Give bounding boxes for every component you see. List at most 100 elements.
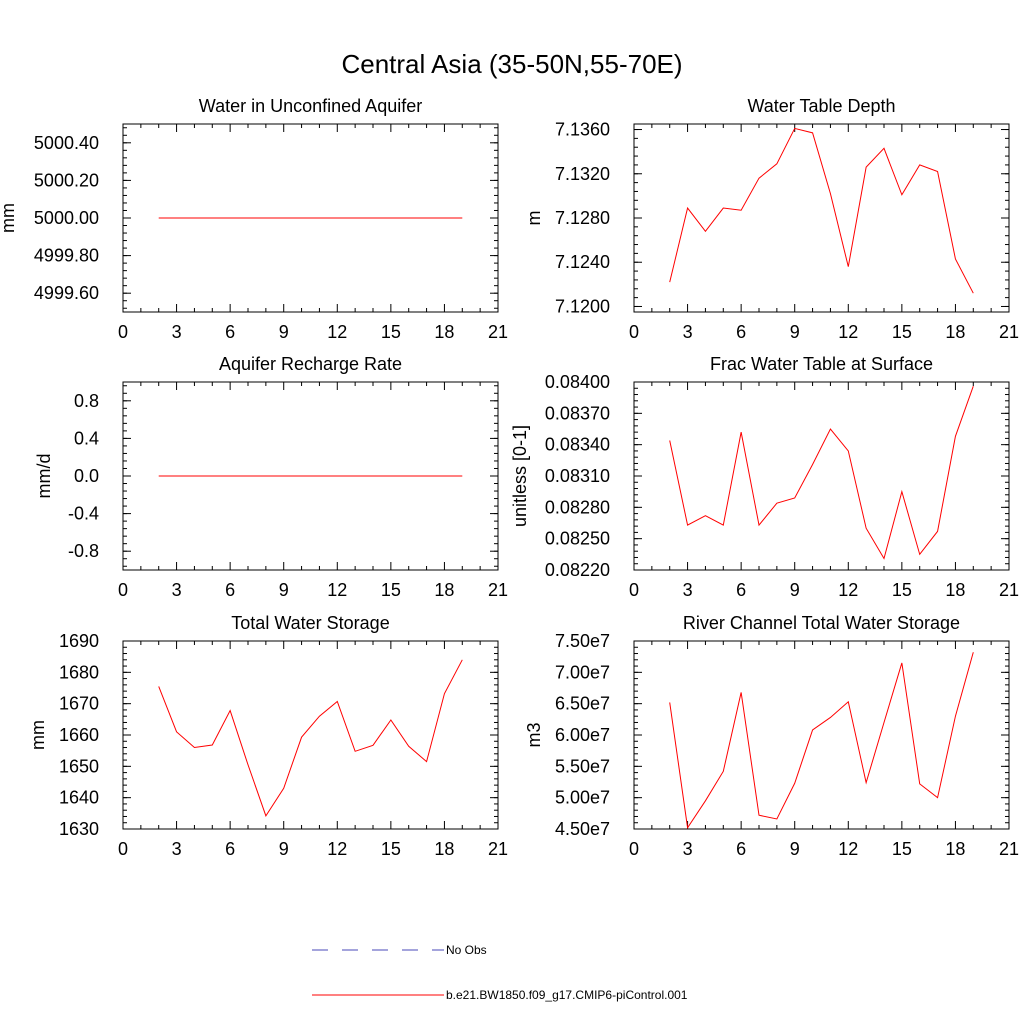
y-axis-label: m	[524, 211, 544, 226]
y-tick-label: 7.50e7	[555, 631, 610, 651]
chart-panel-1: Water in Unconfined Aquifer mm 0 3 6 9 12 15 18 2…	[0, 96, 508, 342]
y-tick-label: 7.1360	[555, 120, 610, 140]
x-tick-label: 15	[381, 322, 401, 342]
x-tick-label: 12	[327, 322, 347, 342]
chart-panel-6: River Channel Total Water Storage m3 0 3 6 9 1…	[524, 613, 1019, 859]
x-tick-label: 6	[736, 322, 746, 342]
x-tick-label: 21	[999, 580, 1019, 600]
x-tick-label: 3	[683, 322, 693, 342]
x-tick-label: 15	[892, 839, 912, 859]
y-axis-label: unitless [0-1]	[510, 425, 530, 527]
y-axis-label: mm/d	[34, 454, 54, 499]
y-tick-label: 0.08310	[545, 466, 610, 486]
plot-frame	[633, 640, 1010, 830]
y-tick-label: 4999.80	[34, 246, 99, 266]
x-tick-label: 21	[488, 839, 508, 859]
y-axis-label: mm	[0, 203, 18, 233]
legend-obs-label: No Obs	[446, 943, 487, 957]
plot-frame	[122, 640, 499, 830]
x-tick-label: 21	[488, 322, 508, 342]
x-tick-label: 12	[838, 839, 858, 859]
plot-frame	[633, 123, 1010, 313]
legend: No Obs b.e21.BW1850.f09_g17.CMIP6-piCont…	[312, 943, 688, 1002]
y-axis-label: mm	[28, 720, 48, 750]
x-tick-label: 21	[999, 322, 1019, 342]
x-tick-label: 3	[683, 580, 693, 600]
figure-title: Central Asia (35-50N,55-70E)	[341, 49, 682, 79]
y-tick-label: 1640	[59, 788, 99, 808]
x-tick-label: 18	[434, 322, 454, 342]
x-tick-label: 3	[683, 839, 693, 859]
x-tick-label: 18	[945, 839, 965, 859]
chart-panel-5: Total Water Storage mm 0 3 6 9 12 15 18 21 1630 164…	[28, 613, 508, 859]
x-tick-label: 9	[279, 322, 289, 342]
y-tick-label: 0.08280	[545, 497, 610, 517]
y-tick-label: 5.50e7	[555, 756, 610, 776]
x-tick-label: 18	[945, 322, 965, 342]
y-tick-label: -0.4	[68, 504, 99, 524]
x-tick-label: 6	[225, 580, 235, 600]
panel-title: Water Table Depth	[747, 96, 895, 116]
panel-title: Frac Water Table at Surface	[710, 354, 933, 374]
x-tick-label: 9	[790, 839, 800, 859]
panels: Water in Unconfined Aquifer mm 0 3 6 9 12 15 18 2…	[0, 96, 1019, 859]
y-tick-label: 7.1320	[555, 164, 610, 184]
y-tick-label: 1670	[59, 694, 99, 714]
plot-frame	[633, 381, 1010, 571]
y-tick-label: 4999.60	[34, 283, 99, 303]
y-tick-label: 7.1200	[555, 296, 610, 316]
x-tick-label: 21	[999, 839, 1019, 859]
x-tick-label: 15	[381, 580, 401, 600]
y-tick-label: 6.50e7	[555, 694, 610, 714]
series-line-1	[669, 652, 974, 830]
series-line-1	[158, 659, 463, 817]
x-tick-label: 18	[434, 839, 454, 859]
x-tick-label: 18	[434, 580, 454, 600]
y-tick-label: 5000.00	[34, 208, 99, 228]
x-tick-label: 3	[172, 580, 182, 600]
x-tick-label: 6	[225, 839, 235, 859]
chart-panel-2: Water Table Depth m 0 3 6 9 12 15 18 21 7.1200 7.12…	[524, 96, 1019, 342]
y-tick-label: 7.1240	[555, 252, 610, 272]
x-tick-label: 0	[118, 322, 128, 342]
y-tick-label: 0.8	[74, 391, 99, 411]
x-tick-label: 12	[327, 839, 347, 859]
y-tick-label: 0.08400	[545, 372, 610, 392]
y-tick-label: 0.0	[74, 466, 99, 486]
y-tick-label: 5000.40	[34, 133, 99, 153]
x-tick-label: 9	[790, 322, 800, 342]
x-tick-label: 0	[118, 580, 128, 600]
y-tick-label: 7.1280	[555, 208, 610, 228]
x-tick-label: 0	[629, 839, 639, 859]
x-tick-label: 15	[381, 839, 401, 859]
panel-title: Total Water Storage	[231, 613, 389, 633]
x-tick-label: 9	[279, 580, 289, 600]
y-tick-label: 1650	[59, 756, 99, 776]
panel-title: River Channel Total Water Storage	[683, 613, 960, 633]
series-line-1	[669, 127, 974, 294]
panel-title: Water in Unconfined Aquifer	[199, 96, 422, 116]
y-tick-label: 5000.20	[34, 170, 99, 190]
x-tick-label: 0	[118, 839, 128, 859]
y-tick-label: 4.50e7	[555, 819, 610, 839]
y-tick-label: -0.8	[68, 541, 99, 561]
y-tick-label: 1630	[59, 819, 99, 839]
x-tick-label: 15	[892, 322, 912, 342]
x-tick-label: 12	[838, 322, 858, 342]
legend-model-label: b.e21.BW1850.f09_g17.CMIP6-piControl.001	[446, 988, 688, 1002]
y-tick-label: 0.08220	[545, 560, 610, 580]
x-tick-label: 9	[279, 839, 289, 859]
y-tick-label: 0.08250	[545, 529, 610, 549]
y-tick-label: 0.4	[74, 428, 99, 448]
y-tick-label: 0.08370	[545, 403, 610, 423]
y-tick-label: 1690	[59, 631, 99, 651]
x-tick-label: 0	[629, 322, 639, 342]
y-tick-label: 5.00e7	[555, 788, 610, 808]
x-tick-label: 15	[892, 580, 912, 600]
y-tick-label: 6.00e7	[555, 725, 610, 745]
x-tick-label: 6	[736, 580, 746, 600]
chart-panel-4: Frac Water Table at Surface unitless [0-1…	[510, 354, 1019, 600]
x-tick-label: 3	[172, 322, 182, 342]
